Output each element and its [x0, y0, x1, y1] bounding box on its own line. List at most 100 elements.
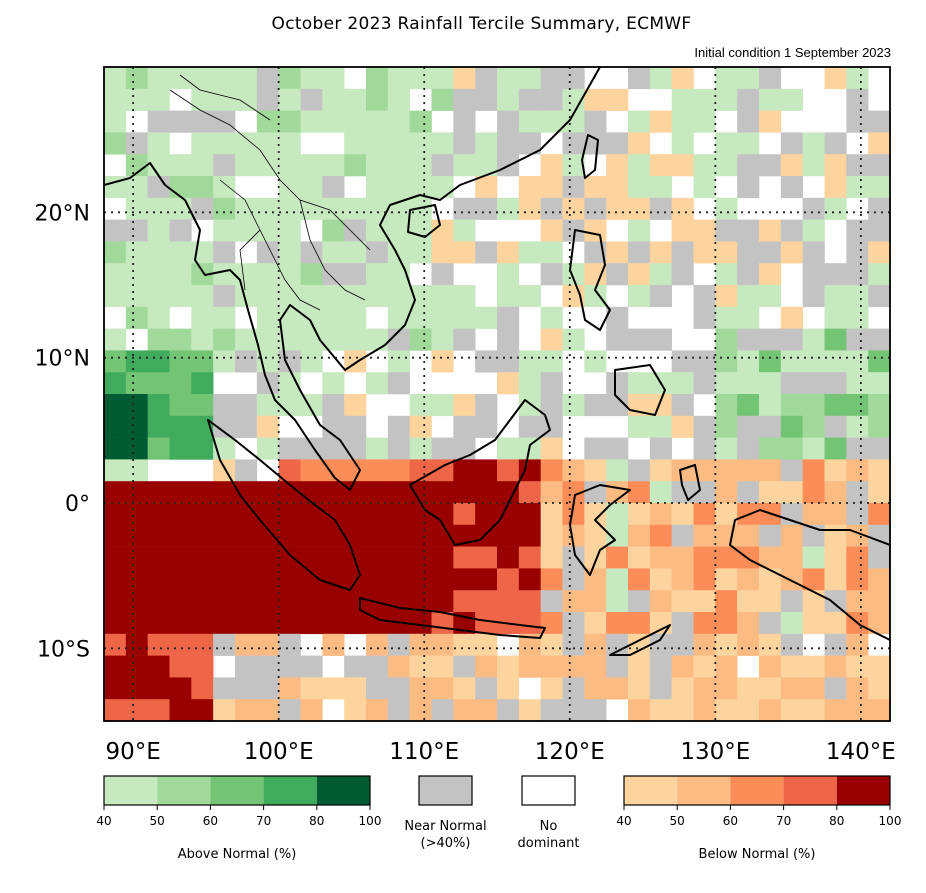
grid-cell [540, 154, 563, 177]
grid-cell [715, 88, 738, 111]
grid-cell [802, 612, 825, 635]
grid-cell [562, 590, 585, 613]
grid-cell [824, 546, 847, 569]
grid-cell [759, 285, 782, 308]
grid-cell [147, 67, 170, 90]
grid-cell [322, 306, 345, 329]
grid-cell [671, 132, 694, 155]
grid-cell [649, 394, 672, 417]
grid-cell [802, 241, 825, 264]
grid-cell [387, 699, 410, 721]
grid-cell [737, 219, 760, 242]
grid-cell [628, 132, 651, 155]
grid-cell [387, 459, 410, 482]
grid-cell [322, 241, 345, 264]
coastline-taiwan [581, 134, 599, 179]
grid-cell [649, 699, 672, 721]
grid-cell [671, 503, 694, 526]
grid-cell [366, 154, 389, 177]
grid-cell [584, 110, 607, 133]
grid-cell [846, 677, 869, 700]
grid-cell [475, 197, 498, 220]
grid-cell [125, 67, 148, 90]
grid-cell [278, 176, 301, 199]
grid-cell [540, 176, 563, 199]
grid-cell [322, 67, 345, 90]
grid-cell [191, 590, 214, 613]
grid-cell [759, 154, 782, 177]
grid-cell [693, 372, 716, 395]
grid-cell [737, 481, 760, 504]
grid-cell [191, 546, 214, 569]
grid-cell [278, 154, 301, 177]
grid-cell [868, 394, 890, 417]
grid-cell [584, 350, 607, 373]
above-normal-swatch [104, 776, 158, 805]
grid-cell [759, 590, 782, 613]
grid-cell [387, 154, 410, 177]
grid-cell [693, 459, 716, 482]
grid-cell [104, 568, 127, 591]
grid-cell [453, 328, 476, 351]
grid-cell [344, 568, 367, 591]
grid-cell [213, 699, 236, 721]
grid-cell [497, 590, 520, 613]
grid-cell [540, 67, 563, 90]
grid-cell [824, 633, 847, 656]
grid-cell [256, 590, 279, 613]
grid-cell [737, 415, 760, 438]
grid-cell [802, 328, 825, 351]
grid-cell [366, 546, 389, 569]
grid-cell [562, 481, 585, 504]
tercile-grid [104, 67, 890, 721]
grid-cell [278, 633, 301, 656]
grid-cell [562, 110, 585, 133]
grid-cell [147, 350, 170, 373]
below-normal-swatch [730, 776, 784, 805]
grid-cell [737, 110, 760, 133]
grid-cell [475, 176, 498, 199]
grid-cell [475, 633, 498, 656]
grid-cell [540, 633, 563, 656]
grid-cell [606, 263, 629, 286]
grid-cell [628, 328, 651, 351]
grid-cell [628, 219, 651, 242]
grid-cell [409, 176, 432, 199]
grid-cell [256, 394, 279, 417]
grid-cell [824, 699, 847, 721]
grid-cell [824, 328, 847, 351]
grid-cell [125, 590, 148, 613]
lon-tick-label: 100°E [244, 739, 314, 765]
grid-cell [693, 415, 716, 438]
grid-cell [868, 655, 890, 678]
below-normal-tick-label: 40 [616, 814, 631, 828]
grid-cell [649, 481, 672, 504]
grid-cell [409, 306, 432, 329]
grid-cell [409, 568, 432, 591]
grid-cell [344, 590, 367, 613]
no-dominant-label-2: dominant [517, 836, 579, 851]
grid-cell [780, 88, 803, 111]
lat-tick-label: 10°S [37, 637, 90, 662]
grid-cell [868, 437, 890, 460]
grid-cell [256, 481, 279, 504]
grid-cell [562, 219, 585, 242]
grid-cell [540, 568, 563, 591]
grid-cell [780, 132, 803, 155]
grid-cell [497, 677, 520, 700]
grid-cell [518, 415, 541, 438]
grid-cell [169, 699, 192, 721]
grid-cell [191, 197, 214, 220]
grid-cell [671, 633, 694, 656]
grid-cell [780, 415, 803, 438]
grid-cell [584, 285, 607, 308]
grid-cell [387, 350, 410, 373]
grid-cell [453, 590, 476, 613]
grid-cell [715, 285, 738, 308]
grid-cell [256, 241, 279, 264]
grid-cell [322, 459, 345, 482]
near-normal-label-2: (>40%) [421, 836, 471, 851]
grid-cell [693, 154, 716, 177]
grid-cell [824, 677, 847, 700]
grid-cell [191, 612, 214, 635]
